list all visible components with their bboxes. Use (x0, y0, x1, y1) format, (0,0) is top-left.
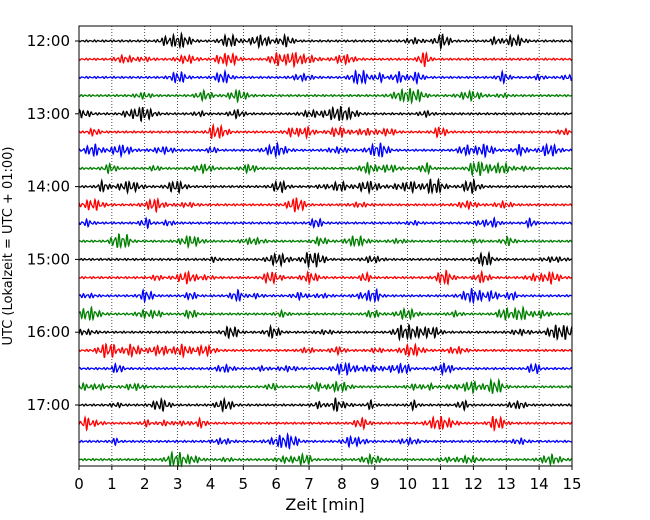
trace-line (78, 342, 573, 359)
x-tick-label: 14 (530, 475, 549, 493)
trace-line (78, 31, 573, 51)
x-tick-label: 11 (431, 475, 450, 493)
y-tick-label: 15:00 (27, 250, 70, 268)
trace-line (78, 105, 573, 123)
trace-line (78, 323, 573, 342)
y-tick-label: 17:00 (27, 396, 70, 414)
trace-line (78, 141, 573, 159)
x-tick-label: 0 (74, 475, 84, 493)
x-tick-label: 9 (370, 475, 380, 493)
trace-line (78, 232, 573, 250)
grid-lines (111, 26, 540, 466)
x-tick-label: 2 (140, 475, 150, 493)
x-tick-label: 1 (107, 475, 117, 493)
x-tick-label: 15 (562, 475, 581, 493)
trace-line (78, 51, 573, 69)
trace-line (78, 304, 573, 322)
trace-line (78, 216, 573, 230)
trace-line (78, 88, 573, 105)
x-tick-label: 12 (464, 475, 483, 493)
x-tick-label: 13 (497, 475, 516, 493)
trace-line (78, 414, 573, 433)
x-tick-label: 10 (398, 475, 417, 493)
y-axis-ticks: 12:00 13:00 14:00 15:00 16:00 17:00 (27, 32, 79, 414)
seismic-traces (78, 31, 573, 468)
trace-line (78, 377, 573, 395)
y-axis-label: UTC (Lokalzeit = UTC + 01:00) (1, 147, 16, 346)
x-axis-ticks: 0 1 2 3 4 5 6 7 8 9 10 11 12 13 14 15 (74, 466, 582, 493)
x-tick-label: 5 (239, 475, 249, 493)
trace-line (78, 160, 573, 178)
x-axis-label: Zeit [min] (285, 495, 364, 514)
trace-line (78, 287, 573, 305)
trace-line (78, 122, 573, 140)
trace-line (78, 431, 573, 450)
x-tick-label: 8 (337, 475, 347, 493)
plot-frame (78, 25, 573, 467)
x-tick-label: 4 (206, 475, 216, 493)
x-tick-label: 6 (271, 475, 281, 493)
trace-line (78, 68, 573, 86)
y-tick-label: 12:00 (27, 32, 70, 50)
trace-line (78, 361, 573, 377)
trace-line (78, 250, 573, 270)
x-tick-label: 3 (173, 475, 183, 493)
y-tick-label: 13:00 (27, 105, 70, 123)
trace-line (78, 396, 573, 414)
y-tick-label: 16:00 (27, 323, 70, 341)
x-tick-label: 7 (304, 475, 314, 493)
trace-line (78, 196, 573, 214)
trace-line (78, 177, 573, 196)
y-tick-label: 14:00 (27, 178, 70, 196)
trace-line (78, 269, 573, 286)
trace-line (78, 450, 573, 468)
